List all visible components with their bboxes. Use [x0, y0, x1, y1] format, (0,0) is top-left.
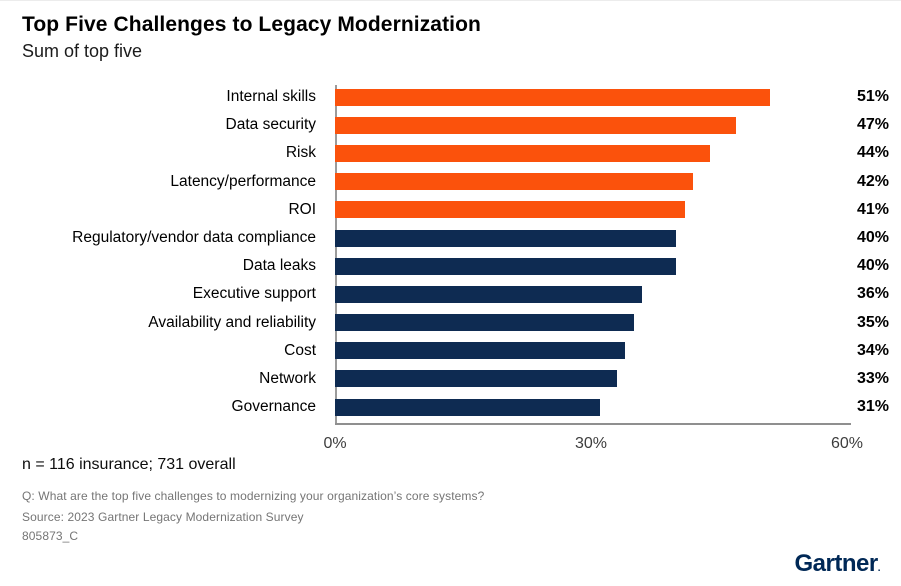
- value-label: 35%: [857, 313, 890, 331]
- bar: [335, 370, 617, 388]
- bar-track: [335, 342, 847, 360]
- category-label: Latency/performance: [170, 172, 316, 190]
- bar-track: [335, 285, 847, 303]
- bar: [335, 257, 677, 275]
- bar-row: Regulatory/vendor data compliance 40%: [0, 224, 901, 252]
- category-label: ROI: [288, 200, 316, 218]
- gartner-logo-mark: .: [877, 563, 881, 574]
- x-axis-ticks: 0% 30% 60%: [323, 435, 863, 455]
- bar-track: [335, 229, 847, 247]
- category-label: Executive support: [192, 285, 316, 303]
- category-label: Data leaks: [242, 257, 316, 275]
- category-label: Regulatory/vendor data compliance: [72, 229, 316, 247]
- bar: [335, 314, 634, 332]
- bar-track: [335, 173, 847, 191]
- bar-track: [335, 398, 847, 416]
- bar-track: [335, 144, 847, 162]
- value-label: 36%: [857, 285, 890, 303]
- gartner-logo-text: Gartner: [794, 550, 879, 577]
- category-label: Availability and reliability: [148, 313, 316, 331]
- bar-row: ROI 41%: [0, 196, 901, 224]
- bar-track: [335, 88, 847, 106]
- value-label: 31%: [857, 398, 890, 416]
- bar-row: Internal skills 51%: [0, 83, 901, 111]
- bar-row: Availability and reliability 35%: [0, 309, 901, 337]
- x-tick-label: 0%: [323, 435, 347, 452]
- bar-row: Executive support 36%: [0, 280, 901, 308]
- bar: [335, 116, 737, 134]
- value-label: 40%: [857, 257, 890, 275]
- bar-track: [335, 116, 847, 134]
- category-label: Network: [259, 369, 316, 387]
- gartner-logo: Gartner.: [794, 550, 881, 578]
- value-label: 34%: [857, 341, 890, 359]
- value-label: 47%: [857, 116, 890, 134]
- value-label: 51%: [857, 88, 890, 106]
- bar-row: Data security 47%: [0, 111, 901, 139]
- bar-row: Latency/performance 42%: [0, 168, 901, 196]
- bar-track: [335, 201, 847, 219]
- value-label: 44%: [857, 144, 890, 162]
- bar-row: Network 33%: [0, 365, 901, 393]
- bar-row: Data leaks 40%: [0, 252, 901, 280]
- bar: [335, 88, 771, 106]
- bar-track: [335, 370, 847, 388]
- document-id: 805873_C: [22, 529, 79, 543]
- chart-header: Top Five Challenges to Legacy Modernizat…: [22, 13, 481, 62]
- sample-size-note: n = 116 insurance; 731 overall: [22, 456, 236, 473]
- bar-chart: Internal skills 51% Data security 47% Risk 44…: [0, 83, 901, 455]
- value-label: 40%: [857, 229, 890, 247]
- bar-row: Risk 44%: [0, 139, 901, 167]
- bar-rows: Internal skills 51% Data security 47% Risk 44…: [0, 83, 901, 421]
- bar: [335, 285, 643, 303]
- category-label: Governance: [231, 398, 316, 416]
- value-label: 41%: [857, 200, 890, 218]
- category-label: Data security: [225, 116, 316, 134]
- x-tick-label: 60%: [830, 435, 864, 452]
- bar: [335, 229, 677, 247]
- value-label: 33%: [857, 369, 890, 387]
- category-label: Internal skills: [226, 88, 316, 106]
- bar: [335, 173, 694, 191]
- bar-row: Governance 31%: [0, 393, 901, 421]
- bar: [335, 398, 600, 416]
- category-label: Risk: [285, 144, 316, 162]
- bar: [335, 144, 711, 162]
- survey-question: Q: What are the top five challenges to m…: [22, 489, 485, 503]
- bar: [335, 201, 685, 219]
- bar-track: [335, 314, 847, 332]
- source-note: Source: 2023 Gartner Legacy Modernizatio…: [22, 510, 304, 524]
- x-axis-line: [335, 423, 851, 425]
- bar-track: [335, 257, 847, 275]
- bar: [335, 342, 626, 360]
- y-axis-line: [335, 85, 337, 423]
- bar-row: Cost 34%: [0, 337, 901, 365]
- category-label: Cost: [284, 341, 316, 359]
- x-tick-label: 30%: [574, 435, 608, 452]
- chart-title: Top Five Challenges to Legacy Modernizat…: [22, 13, 481, 36]
- value-label: 42%: [857, 172, 890, 190]
- chart-subtitle: Sum of top five: [22, 41, 143, 61]
